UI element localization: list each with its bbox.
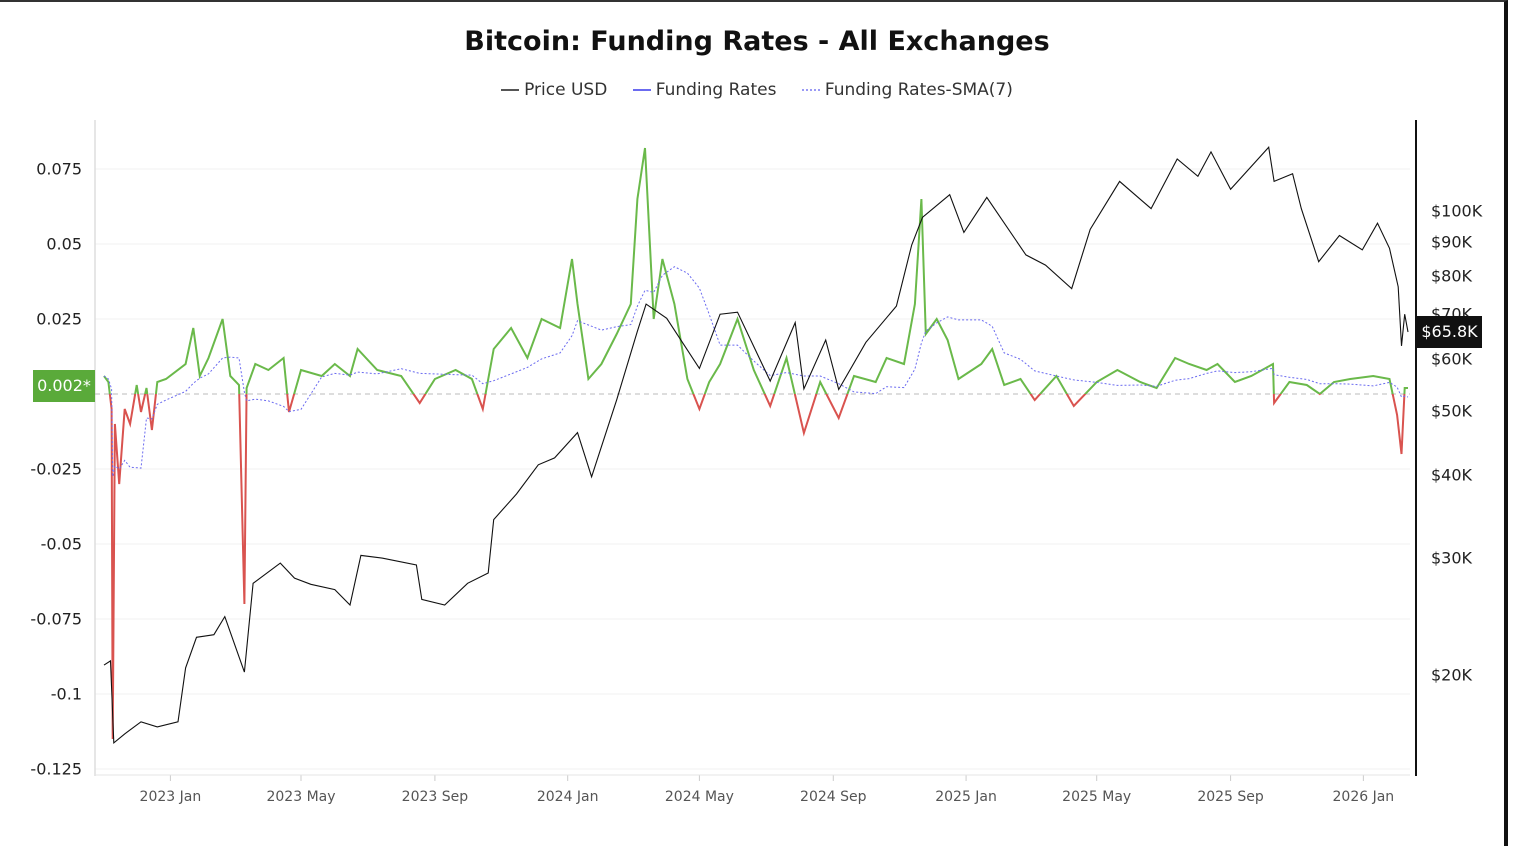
last-price-badge: $65.8K [1417,316,1482,348]
left-axis-tick-label: 0.025 [36,309,82,329]
x-axis-tick-label: 2023 Sep [401,789,469,805]
left-axis-tick-label: -0.075 [30,609,82,629]
x-axis-tick-label: 2025 May [1062,789,1132,805]
x-axis-tick-label: 2024 Jan [536,789,599,805]
x-axis-tick-label: 2024 Sep [800,789,867,805]
x-axis-tick-label: 2023 May [266,789,336,805]
legend-item-sma[interactable]: Funding Rates-SMA(7) [801,80,1013,100]
right-axis-tick-label: $30K [1431,548,1473,568]
funding-rate-line-positive [103,147,1408,394]
legend-item-funding[interactable]: Funding Rates [632,80,777,100]
right-axis-tick-label: $50K [1431,401,1473,421]
x-axis-tick-label: 2026 Jan [1332,789,1395,805]
left-axis-tick-label: -0.05 [40,534,82,554]
funding-rate-line-negative [108,394,1406,740]
left-axis-tick-label: -0.1 [50,684,82,704]
x-axis-tick-label: 2025 Sep [1197,789,1264,805]
left-axis-tick-label: 0.05 [46,234,82,254]
right-axis-tick-label: $100K [1431,201,1483,221]
right-axis-tick-label: $40K [1431,465,1473,485]
x-axis-tick-label: 2023 Jan [139,789,202,805]
x-axis-tick-label: 2025 Jan [935,789,997,805]
right-axis-tick-label: $20K [1431,665,1473,685]
left-axis-tick-label: -0.125 [30,759,82,779]
legend-swatch [801,89,820,91]
legend: Price USD Funding Rates Funding Rates-SM… [0,76,1514,100]
price-line [103,145,1409,745]
legend-label: Funding Rates-SMA(7) [824,80,1013,100]
right-axis-tick-label: $60K [1431,349,1473,369]
zero-line-badge: 0.002* [33,370,95,402]
left-axis-tick-label: -0.025 [30,459,82,479]
legend-swatch [632,89,651,91]
legend-label: Price USD [524,80,608,100]
legend-item-price[interactable]: Price USD [501,80,607,100]
funding-rate-sma-line [103,266,1409,477]
legend-swatch [501,89,520,91]
right-axis-tick-label: $80K [1431,266,1473,286]
legend-label: Funding Rates [655,80,777,100]
right-axis-tick-label: $90K [1431,232,1473,252]
chart-title: Bitcoin: Funding Rates - All Exchanges [464,26,1050,57]
x-axis-tick-label: 2024 May [664,789,734,805]
left-axis-tick-label: 0.075 [36,159,82,179]
